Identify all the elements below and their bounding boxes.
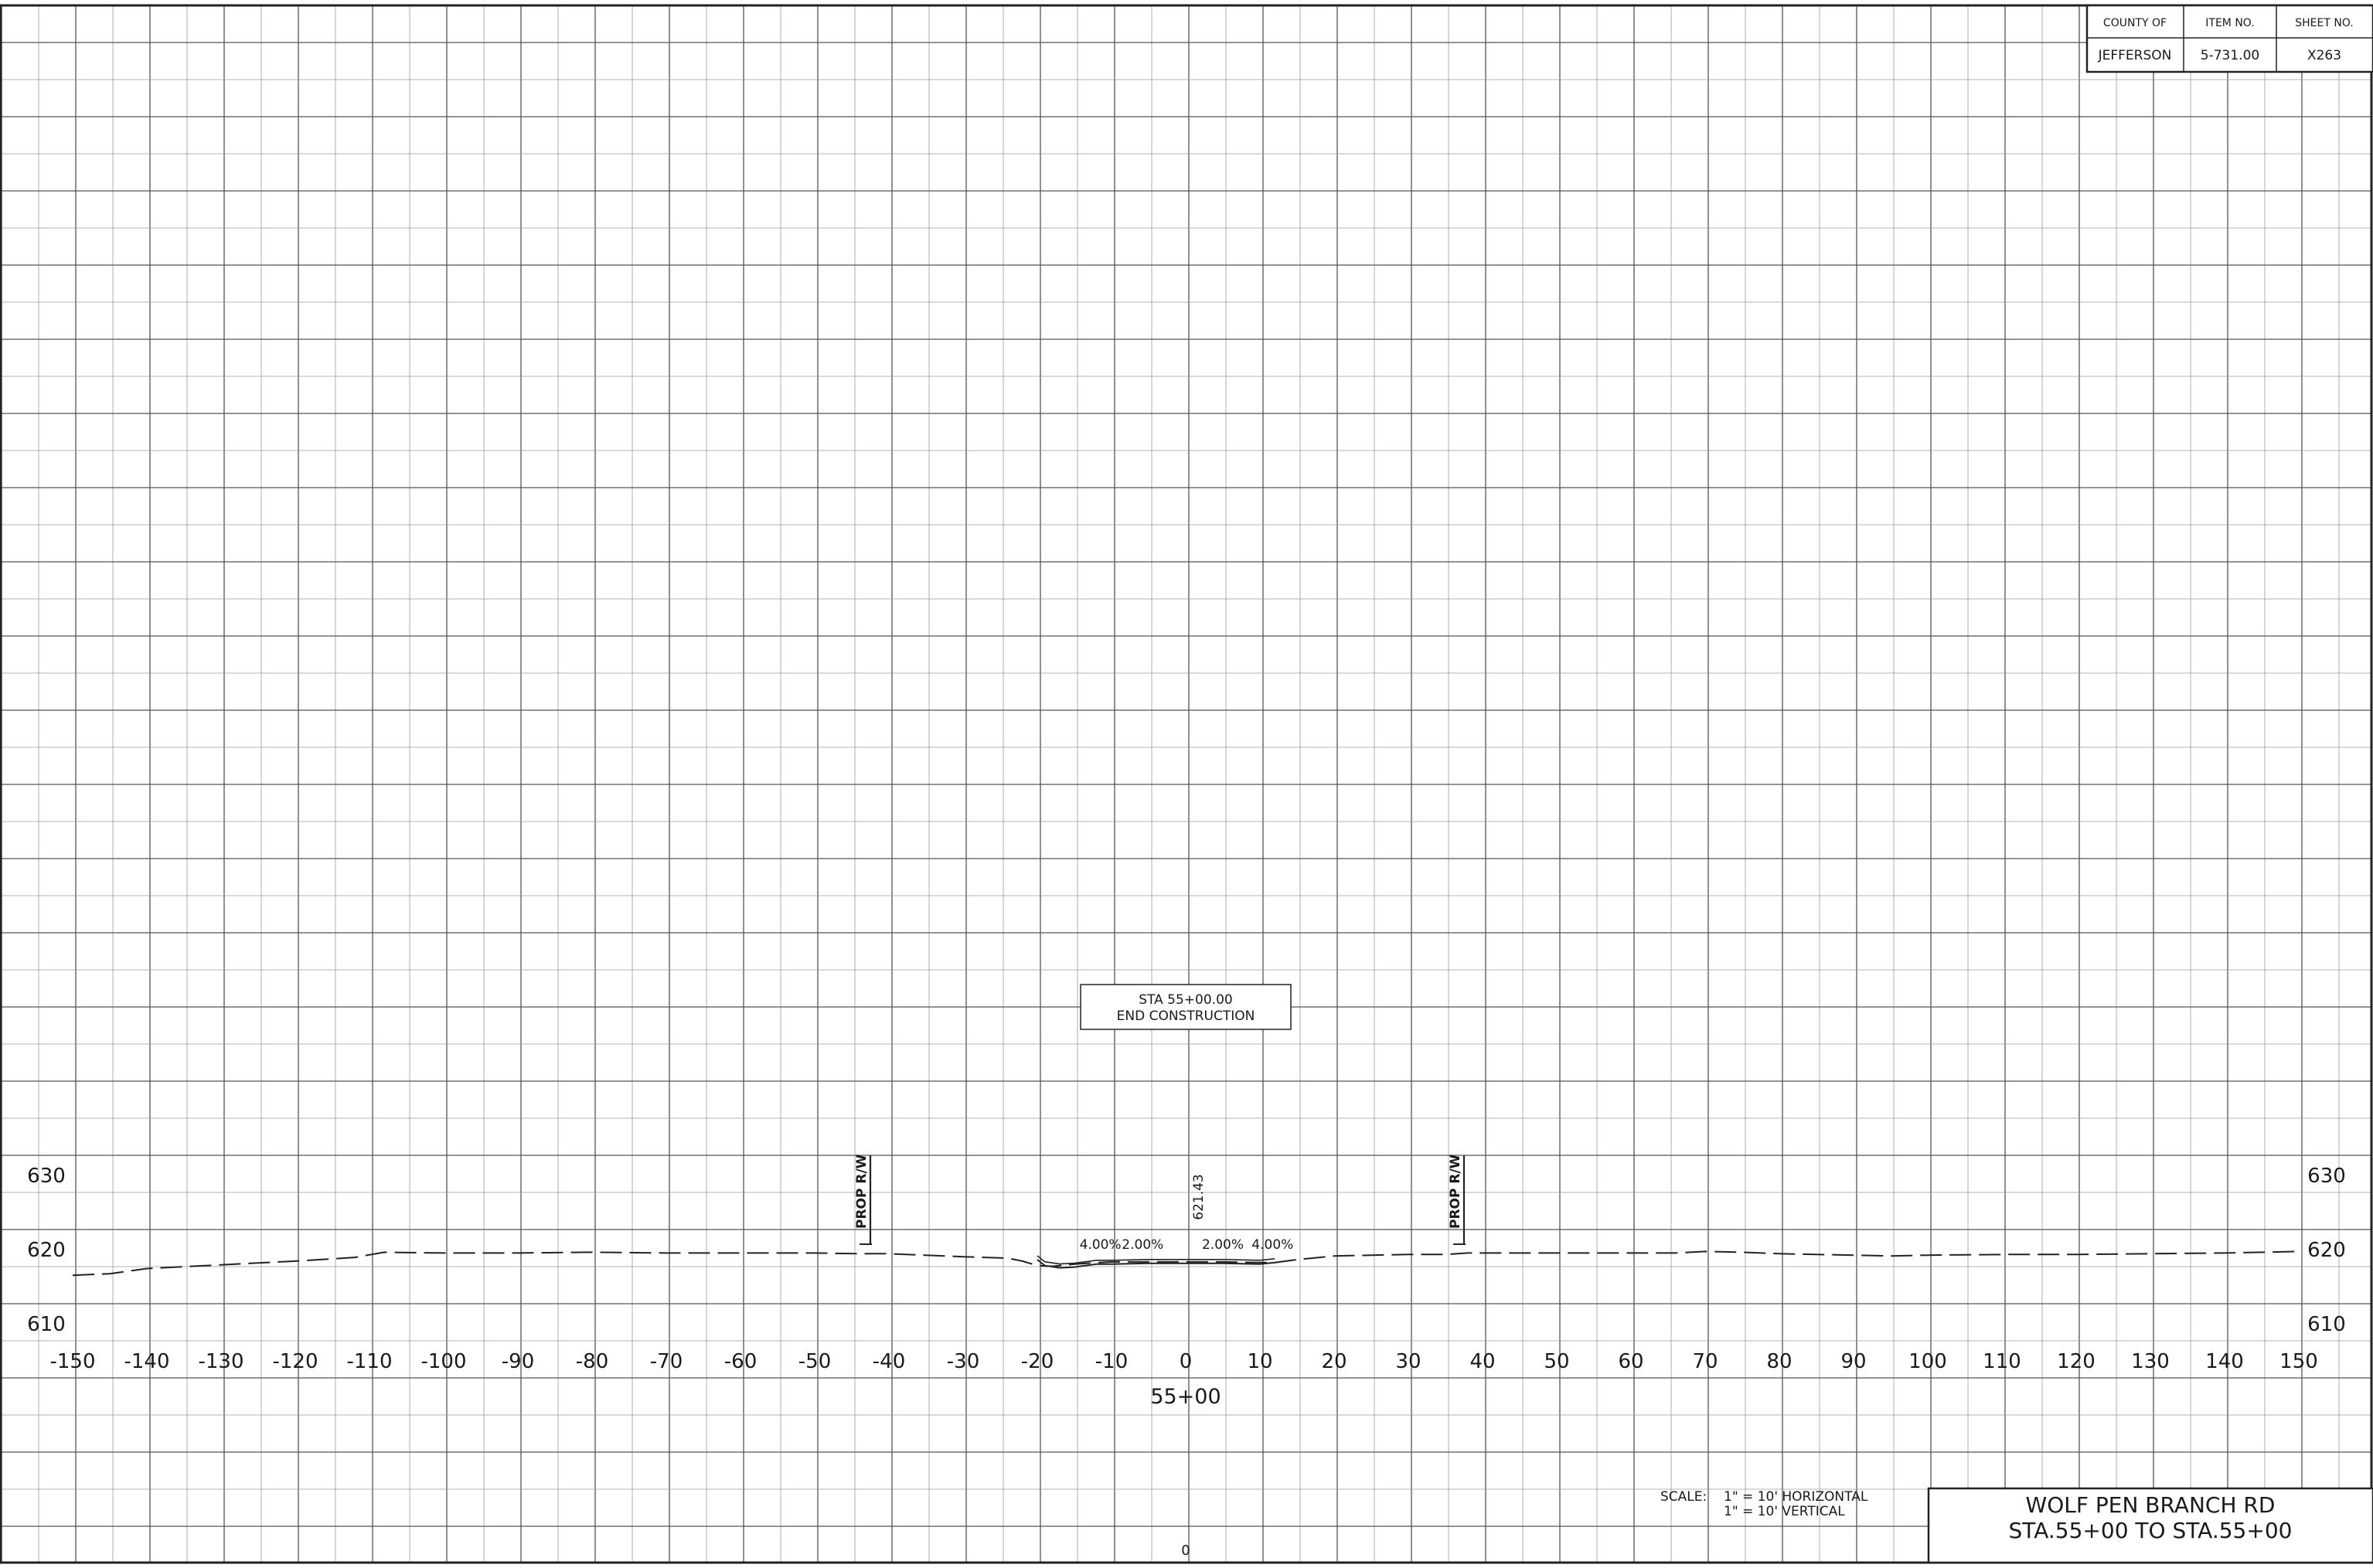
grid <box>1 5 2372 1563</box>
county-header: COUNTY OF <box>2103 17 2167 29</box>
y-tick-label-left: 610 <box>27 1313 66 1336</box>
drawing-title-frame <box>1927 1487 2373 1564</box>
x-tick-label: 130 <box>2131 1350 2170 1373</box>
x-tick-label: 40 <box>1469 1350 1495 1373</box>
station-callout: STA 55+00.00 END CONSTRUCTION <box>1080 984 1292 1030</box>
x-tick-label: 100 <box>1908 1350 1947 1373</box>
x-tick-label: 20 <box>1321 1350 1347 1373</box>
county-value: JEFFERSON <box>2098 48 2172 63</box>
x-tick-label: -110 <box>346 1350 392 1373</box>
slope-label: 4.00% <box>1080 1237 1122 1253</box>
proposed-pavement-line <box>1037 1259 1275 1269</box>
x-tick-label: -10 <box>1095 1350 1128 1373</box>
title-block-frame <box>2085 4 2373 73</box>
x-tick-label: 60 <box>1618 1350 1643 1373</box>
y-tick-label-right: 610 <box>2307 1313 2346 1336</box>
x-tick-label: 80 <box>1766 1350 1792 1373</box>
x-tick-label: -130 <box>198 1350 243 1373</box>
x-tick-label: -140 <box>124 1350 169 1373</box>
center-elevation-label: 621.43 <box>1191 1174 1207 1219</box>
proposed-pavement-top <box>1037 1255 1275 1265</box>
road-name: WOLF PEN BRANCH RD <box>2026 1492 2276 1518</box>
annotations: 621.43 55+00 0 PROP R/W PROP R/W 4.00% 2… <box>854 1154 1463 1559</box>
scale-label: SCALE: <box>1660 1489 1707 1505</box>
existing-ground-line <box>72 1250 2300 1277</box>
scale-vertical: 1" = 10' VERTICAL <box>1724 1504 1845 1519</box>
x-tick-label: -30 <box>947 1350 979 1373</box>
scale-note: SCALE: 1" = 10' HORIZONTAL 1" = 10' VERT… <box>1660 1489 1868 1519</box>
x-tick-label: -80 <box>576 1350 608 1373</box>
x-tick-label: 90 <box>1840 1350 1866 1373</box>
slope-label: 2.00% <box>1202 1237 1244 1253</box>
slope-label: 4.00% <box>1251 1237 1293 1253</box>
x-tick-label: 120 <box>2057 1350 2096 1373</box>
scale-horizontal: 1" = 10' HORIZONTAL <box>1724 1489 1868 1505</box>
sheet-border <box>0 4 2373 1564</box>
centerline-marker: 0 <box>1181 1542 1190 1559</box>
station-text: STA 55+00.00 <box>1139 992 1232 1008</box>
ground-profile <box>72 1155 2300 1277</box>
sheet-value: X263 <box>2307 48 2341 63</box>
x-tick-label: -150 <box>49 1350 95 1373</box>
prop-row-left-label: PROP R/W <box>854 1154 870 1229</box>
x-tick-label: 110 <box>1983 1350 2021 1373</box>
x-tick-label: -20 <box>1021 1350 1054 1373</box>
y-tick-label-right: 620 <box>2307 1239 2346 1262</box>
y-tick-label-right: 630 <box>2307 1165 2346 1188</box>
x-tick-label: 150 <box>2279 1350 2318 1373</box>
x-tick-label: 50 <box>1544 1350 1569 1373</box>
item-value: 5-731.00 <box>2201 48 2259 63</box>
x-tick-label: -70 <box>650 1350 683 1373</box>
x-tick-label: -40 <box>873 1350 905 1373</box>
station-range: STA.55+00 TO STA.55+00 <box>2009 1518 2293 1543</box>
end-construction-text: END CONSTRUCTION <box>1117 1008 1255 1024</box>
item-header: ITEM NO. <box>2205 17 2254 29</box>
x-tick-label: -90 <box>502 1350 534 1373</box>
center-station-label: 55+00 <box>1150 1385 1221 1409</box>
x-tick-label: -120 <box>272 1350 318 1373</box>
slope-label: 2.00% <box>1122 1237 1163 1253</box>
title-block: COUNTY OF ITEM NO. SHEET NO. JEFFERSON 5… <box>2085 4 2373 73</box>
axis-labels: -150 -140 -130 -120 -110 -100 -90 -80 -70 -60 -50-… <box>27 1165 2346 1373</box>
x-tick-label: -50 <box>798 1350 831 1373</box>
x-tick-label: -60 <box>724 1350 757 1373</box>
x-tick-label: 10 <box>1247 1350 1272 1373</box>
station-callout-frame <box>1080 984 1292 1030</box>
x-tick-label: 0 <box>1180 1350 1193 1373</box>
x-tick-label: -100 <box>420 1350 466 1373</box>
drawing-title-block: WOLF PEN BRANCH RD STA.55+00 TO STA.55+0… <box>1927 1487 2373 1564</box>
sheet-header: SHEET NO. <box>2295 17 2353 29</box>
x-tick-label: 70 <box>1692 1350 1718 1373</box>
x-tick-label: 30 <box>1395 1350 1421 1373</box>
prop-row-right-label: PROP R/W <box>1448 1154 1463 1229</box>
x-tick-label: 140 <box>2205 1350 2244 1373</box>
y-tick-label-left: 620 <box>27 1239 66 1262</box>
y-tick-label-left: 630 <box>27 1165 66 1188</box>
